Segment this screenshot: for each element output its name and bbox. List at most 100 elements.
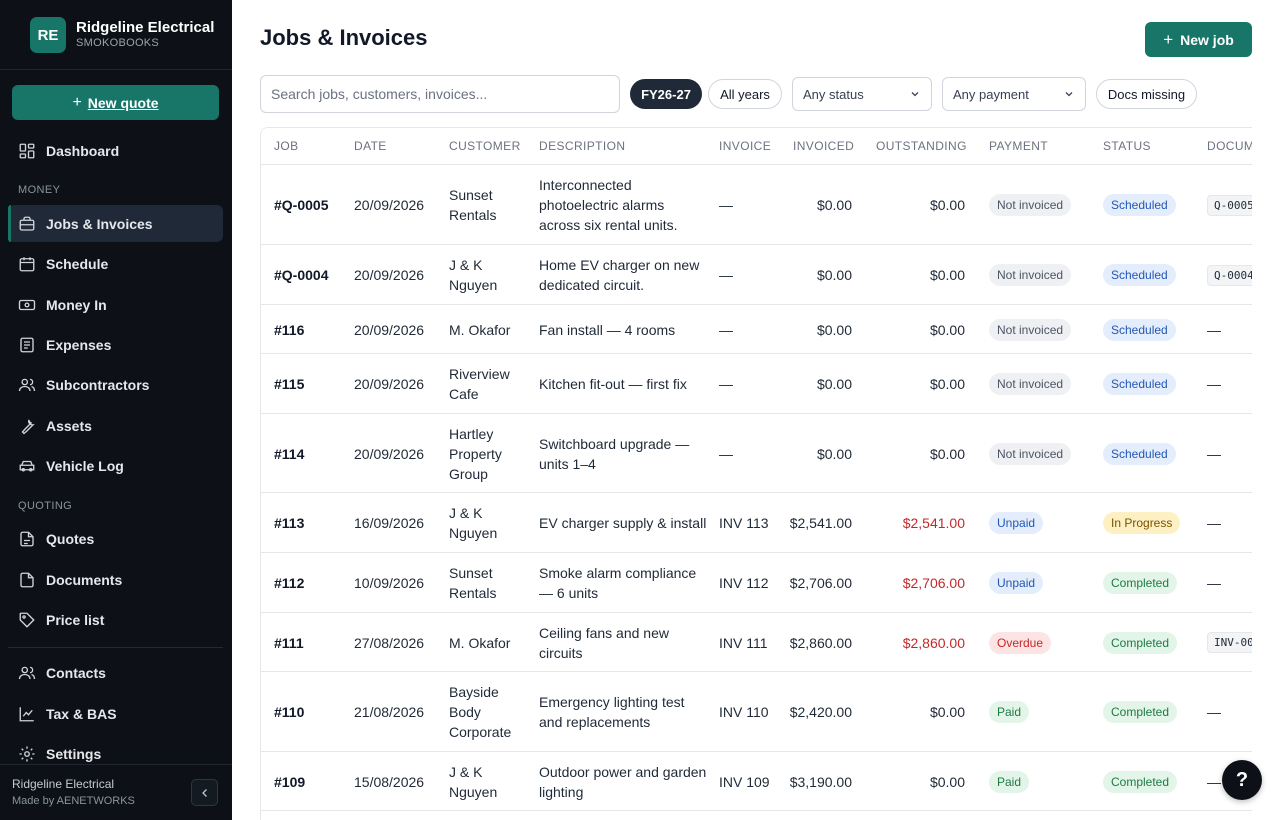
job-date: 21/08/2026 — [354, 704, 425, 720]
sidebar-item-label: Contacts — [46, 664, 106, 681]
new-quote-label: New quote — [87, 94, 159, 111]
sidebar-item-vehicle-log[interactable]: Vehicle Log — [8, 447, 223, 484]
payment-cell: Not invoiced — [989, 354, 1099, 414]
customer-name: Hartley Property Group — [449, 425, 502, 482]
job-number: #110 — [274, 704, 305, 720]
status-select-value: Any status — [803, 86, 864, 102]
table-row[interactable]: #109 15/08/2026 J & K Nguyen Outdoor power … — [261, 752, 1252, 811]
sidebar-item-label: Schedule — [46, 255, 109, 272]
column-header-payment[interactable]: PAYMENT — [989, 139, 1049, 153]
table-row[interactable]: #113 16/09/2026 J & K Nguyen EV charger sup… — [261, 493, 1252, 553]
column-header-description[interactable]: DESCRIPTION — [539, 139, 626, 153]
sidebar-item-settings[interactable]: Settings — [8, 735, 223, 772]
job-number: #Q-0005 — [274, 197, 329, 213]
job-description: Home EV charger on new dedicated circuit… — [539, 257, 700, 293]
document-tag[interactable]: Q-0004 — [1207, 264, 1252, 286]
job-date: 15/08/2026 — [354, 773, 425, 790]
sidebar-item-label: Subcontractors — [46, 376, 150, 393]
job-number: #114 — [274, 445, 305, 462]
all-years-chip[interactable]: All years — [708, 79, 782, 109]
file-icon — [20, 531, 34, 546]
invoiced-amount: $0.00 — [816, 267, 852, 283]
table-row[interactable]: #Q-0005 20/09/2026 Sunset Rentals Interconn… — [261, 165, 1252, 245]
column-header-invoiced[interactable]: INVOICED — [793, 139, 855, 153]
status-select[interactable]: Any status — [792, 77, 932, 111]
documents-cell: INV-0011 — [1207, 613, 1252, 672]
new-quote-button[interactable]: + New quote — [12, 85, 219, 120]
status-badge: Completed — [1103, 631, 1178, 654]
brand-logo: RE — [30, 17, 66, 53]
payment-select-value: Any payment — [953, 86, 1029, 102]
column-header-date[interactable]: DATE — [354, 139, 387, 153]
sidebar-item-label: Documents — [46, 571, 123, 588]
briefcase-icon — [19, 216, 35, 231]
job-description: Emergency lighting test and replacements — [539, 694, 685, 730]
payment-select[interactable]: Any payment — [942, 77, 1086, 111]
sidebar-item-quotes[interactable]: Quotes — [8, 520, 223, 557]
chevron-down-icon — [911, 92, 919, 97]
sidebar-item-contacts[interactable]: Contacts — [8, 654, 223, 691]
tag-icon — [19, 612, 35, 628]
column-header-invoice[interactable]: INVOICE — [719, 139, 772, 153]
sidebar-item-assets[interactable]: Assets — [8, 407, 223, 444]
table-row[interactable]: #Q-0004 20/09/2026 J & K Nguyen Home EV cha… — [261, 245, 1252, 305]
column-header-outstanding[interactable]: OUTSTANDING — [876, 139, 967, 153]
docs-missing-chip[interactable]: Docs missing — [1096, 79, 1197, 109]
column-header-job[interactable]: JOB — [274, 139, 299, 153]
invoice-number: INV 110 — [719, 704, 769, 720]
sidebar-item-dashboard[interactable]: Dashboard — [8, 132, 223, 169]
documents-cell: — — [1207, 321, 1221, 338]
sidebar-item-expenses[interactable]: Expenses — [8, 326, 223, 363]
documents-cell: Q-0004 — [1207, 245, 1252, 305]
search-input[interactable] — [260, 75, 620, 113]
job-date: 10/09/2026 — [354, 575, 425, 591]
section-label-quoting: QUOTING — [18, 500, 73, 512]
sidebar-item-schedule[interactable]: Schedule — [8, 245, 223, 282]
payment-badge: Not invoiced — [989, 442, 1072, 465]
column-header-status[interactable]: STATUS — [1103, 139, 1151, 153]
status-cell: Completed — [1103, 613, 1203, 672]
job-date: 16/09/2026 — [354, 515, 425, 531]
sidebar-item-label: Vehicle Log — [46, 457, 124, 474]
help-button[interactable]: ? — [1222, 760, 1262, 800]
invoice-number: — — [719, 376, 733, 392]
table-row[interactable]: #112 10/09/2026 Sunset Rentals Smoke alarm … — [261, 553, 1252, 613]
customer-name: J & K Nguyen — [449, 257, 498, 293]
sidebar-item-tax-bas[interactable]: Tax & BAS — [8, 695, 223, 732]
invoice-number: — — [719, 197, 733, 213]
outstanding-amount: $2,860.00 — [902, 634, 965, 651]
table-row[interactable]: #116 20/09/2026 M. Okafor Fan install — 4 r… — [261, 305, 1252, 354]
collapse-sidebar-button[interactable] — [191, 779, 218, 806]
job-description: Fan install — 4 rooms — [539, 321, 676, 338]
table-row[interactable]: #114 20/09/2026 Hartley Property Group Swit… — [261, 414, 1252, 493]
chevron-left-icon — [201, 788, 207, 797]
page-title: Jobs & Invoices — [260, 25, 428, 50]
documents-cell: — — [1207, 704, 1221, 720]
column-header-documents[interactable]: DOCUMENTS — [1207, 139, 1252, 153]
sidebar-item-subcontractors[interactable]: Subcontractors — [8, 366, 223, 403]
customer-name: Bayside Body Corporate — [449, 684, 512, 740]
table-row[interactable]: #110 21/08/2026 Bayside Body Corporate Emer… — [261, 672, 1252, 752]
sidebar-divider — [8, 647, 223, 648]
table-row[interactable]: #111 27/08/2026 M. Okafor Ceiling fans and … — [261, 613, 1252, 672]
status-cell: Scheduled — [1103, 414, 1203, 493]
table-row[interactable]: #115 20/09/2026 Riverview Cafe Kitchen fit-… — [261, 354, 1252, 414]
job-number: #109 — [274, 773, 306, 790]
calendar-icon — [19, 256, 35, 271]
invoice-number: — — [719, 445, 733, 462]
sidebar-item-money-in[interactable]: Money In — [8, 286, 223, 323]
document-tag[interactable]: INV-0011 — [1207, 632, 1252, 653]
brand-header: RE Ridgeline Electrical SMOKOBOOKS — [0, 0, 232, 70]
invoiced-amount: $0.00 — [816, 376, 852, 392]
sidebar-item-jobs-invoices[interactable]: Jobs & Invoices — [8, 205, 223, 242]
sidebar-item-price-list[interactable]: Price list — [8, 601, 223, 638]
status-badge: Completed — [1103, 701, 1178, 723]
new-job-button[interactable]: + New job — [1145, 22, 1252, 57]
sidebar-item-documents[interactable]: Documents — [8, 561, 223, 598]
job-number: #113 — [274, 515, 305, 531]
users-icon — [18, 378, 36, 391]
column-header-customer[interactable]: CUSTOMER — [449, 139, 521, 153]
fy-filter-chip[interactable]: FY26-27 — [630, 79, 702, 109]
invoice-number: INV 111 — [719, 634, 768, 651]
document-tag[interactable]: Q-0005 — [1207, 194, 1252, 216]
